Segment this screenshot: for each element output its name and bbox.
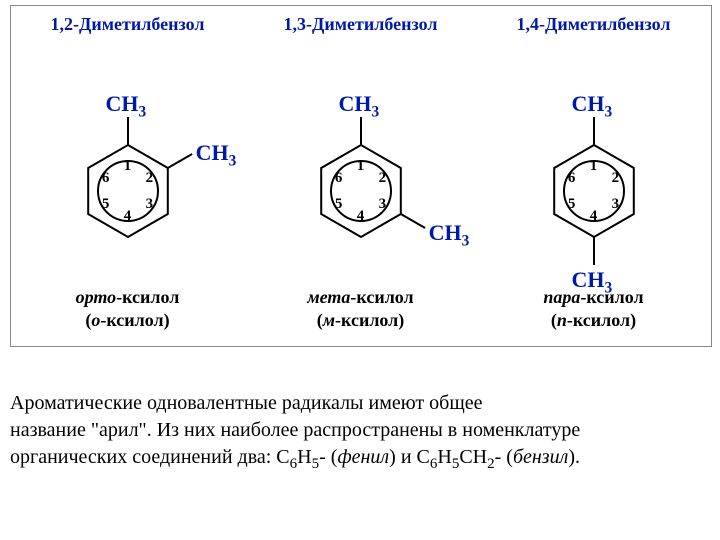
isomer-panel: 1,3-ДиметилбензолCH3CH3123456мета-ксилол… [244,6,477,346]
caption-seg: H [297,446,311,468]
structure: CH3CH3123456 [48,86,208,276]
isomer-title: 1,2-Диметилбензол [11,14,244,35]
ring-position-label: 2 [608,170,622,187]
ring-position-label: 1 [354,158,368,175]
phenyl-name: фенил [337,446,389,468]
ring-position-label: 4 [587,208,601,225]
ring-position-label: 3 [375,196,389,213]
benzene-ring-icon [48,86,208,306]
caption-seg: ) и C [389,446,430,468]
caption-sub: 5 [312,456,320,472]
caption-line2: название "арил". Из них наиболее распрос… [10,419,580,441]
ring-position-label: 1 [587,158,601,175]
benzene-ring-icon [514,86,674,306]
ring-position-label: 1 [121,158,135,175]
benzene-ring-icon [281,86,441,306]
ring-position-label: 4 [121,208,135,225]
caption-sub: 2 [487,456,495,472]
ring-position-label: 2 [142,170,156,187]
structure: CH3CH3123456 [514,86,674,276]
ring-position-label: 5 [332,196,346,213]
ring-position-label: 6 [565,170,579,187]
caption-text: Ароматические одновалентные радикалы име… [10,390,710,474]
ring-position-label: 6 [332,170,346,187]
ring-position-label: 5 [565,196,579,213]
benzyl-name: бензил [513,446,568,468]
ring-position-label: 4 [354,208,368,225]
structure: CH3CH3123456 [281,86,441,276]
caption-seg: - ( [319,446,337,468]
isomer-title: 1,4-Диметилбензол [477,14,710,35]
ring-position-label: 6 [99,170,113,187]
isomer-name: орто-ксилол(о-ксилол) [11,286,244,333]
isomer-panel: 1,4-ДиметилбензолCH3CH3123456пара-ксилол… [477,6,710,346]
caption-line1: Ароматические одновалентные радикалы име… [10,392,482,414]
caption-line3-a: органических соединений два: C [10,446,290,468]
caption-seg: CH [459,446,487,468]
ring-position-label: 2 [375,170,389,187]
structures-box: 1,2-ДиметилбензолCH3CH3123456орто-ксилол… [10,5,712,347]
ring-position-label: 3 [142,196,156,213]
ring-position-label: 5 [99,196,113,213]
caption-seg: - ( [495,446,513,468]
isomer-title: 1,3-Диметилбензол [244,14,477,35]
isomer-panel: 1,2-ДиметилбензолCH3CH3123456орто-ксилол… [11,6,244,346]
isomer-name: пара-ксилол(п-ксилол) [477,286,710,333]
isomer-name: мета-ксилол(м-ксилол) [244,286,477,333]
ring-position-label: 3 [608,196,622,213]
caption-seg: ). [568,446,580,468]
caption-seg: H [437,446,451,468]
